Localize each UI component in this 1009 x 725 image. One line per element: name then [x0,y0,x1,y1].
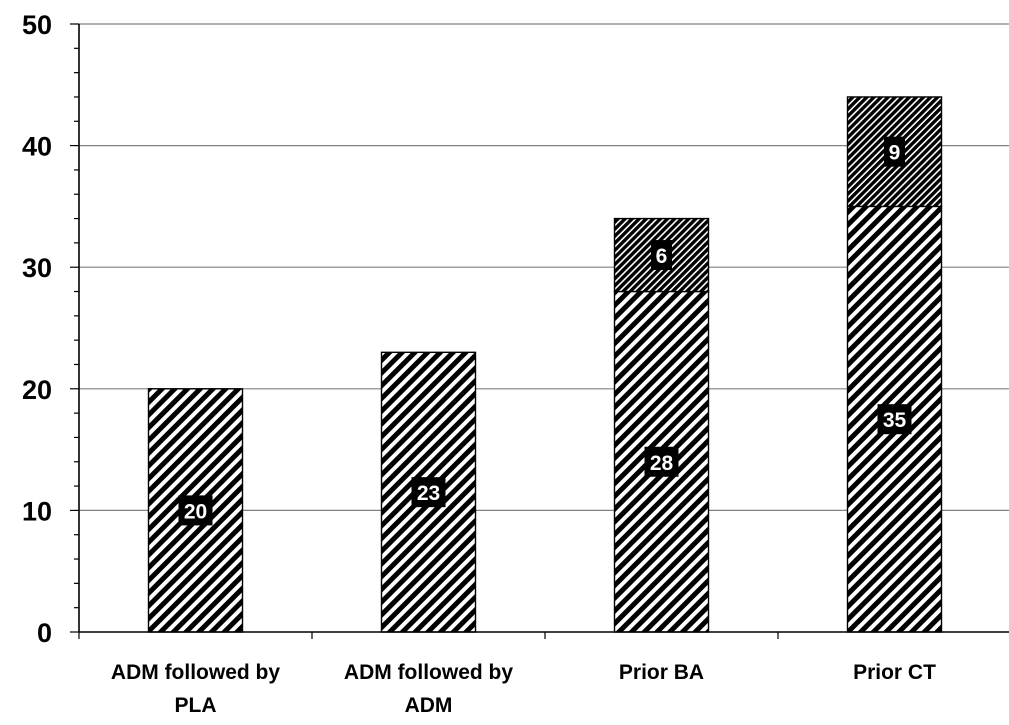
data-label: 35 [883,409,907,432]
data-label-box [644,446,679,477]
x-category-label: Prior BA [619,661,704,684]
data-label-box [411,477,446,508]
data-label-box [884,136,905,167]
x-category-label: ADM followed by PLA [111,661,280,717]
x-category-label: ADM followed by ADM [344,661,513,717]
data-label: 23 [417,482,440,505]
labels: 20 23 28 6 35 9 0 10 20 30 40 50 ADM followed by PLA A… [22,10,936,717]
y-tick-label: 0 [37,618,52,648]
y-tick-label: 10 [22,496,52,526]
y-tick-label: 50 [22,10,52,40]
data-label: 20 [184,500,207,523]
bars [147,96,943,633]
data-label: 28 [650,452,674,475]
x-category-label: Prior CT [853,661,936,684]
data-label: 6 [656,245,668,268]
data-label-box [178,495,213,526]
y-tick-label: 30 [22,253,52,283]
y-tick-label: 20 [22,375,52,405]
y-tick-label: 40 [22,132,52,162]
data-label-box [651,240,672,271]
data-label-box [877,404,912,435]
data-label: 9 [889,142,901,165]
axes [70,23,1009,639]
